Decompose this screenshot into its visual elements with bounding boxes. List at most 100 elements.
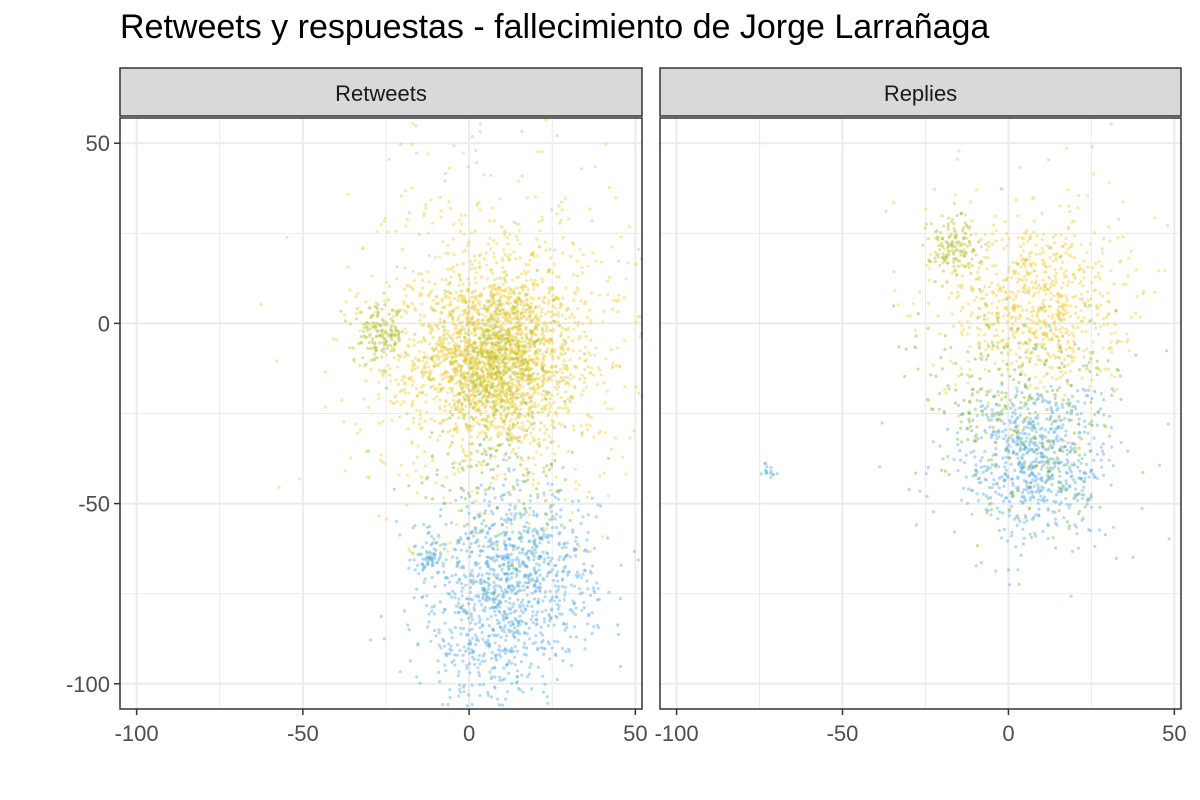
data-point-yellow [527,407,531,411]
data-point-yellow [418,292,422,296]
data-point-blue [462,690,466,694]
data-point-yellow [530,319,535,323]
data-point-yellow [433,387,437,391]
data-point-yellow [924,207,928,211]
data-point-yellow [490,383,494,387]
data-point-olive [480,383,484,387]
data-point-blue [426,531,430,535]
data-point-yellow [259,302,263,306]
data-point-green [398,533,402,537]
data-point-olive [439,387,443,391]
data-point-green [531,552,535,556]
data-point-yellow [610,245,614,249]
data-point-yellow [488,284,492,288]
data-point-yellow [478,327,482,331]
data-point-blue [596,586,600,591]
data-point-blue [541,599,545,603]
data-point-olive [509,350,513,354]
data-point-yellow [523,284,527,288]
data-point-yellow [444,370,448,374]
data-point-olive [378,333,382,338]
data-point-yellow [453,382,458,386]
data-point-blue [462,524,466,528]
data-point-blue [574,539,578,543]
data-point-yellow [491,293,495,297]
data-point-yellow [602,381,606,385]
data-point-blue [535,576,539,580]
data-point-blue [453,611,457,615]
data-point-blue [555,615,559,620]
data-point-olive [532,371,536,375]
data-point-yellow [516,295,520,299]
data-point-blue [474,528,478,532]
data-point-yellow [550,366,554,370]
data-point-yellow [423,363,427,367]
data-point-yellow [543,393,547,397]
data-point-yellow [528,329,533,334]
data-point-yellow [419,427,423,431]
data-point-yellow [960,263,964,267]
data-point-blue [474,563,478,567]
data-point-yellow [969,200,973,204]
data-point-blue [523,630,527,634]
data-point-blue [540,610,544,614]
data-point-olive [527,412,531,416]
data-point-olive [389,349,393,353]
data-point-blue [402,609,407,613]
data-point-yellow [521,311,526,315]
data-point-blue [469,542,473,546]
data-point-blue [497,703,502,707]
data-point-blue [469,621,473,625]
data-point-yellow [465,359,469,364]
data-point-yellow [524,357,528,361]
data-point-yellow [540,218,545,222]
data-point-yellow [453,460,457,465]
data-point-yellow [445,357,449,361]
data-point-yellow [508,402,513,406]
data-point-blue [494,597,498,601]
data-point-yellow [449,291,453,296]
data-point-blue [490,667,494,671]
data-point-green [480,471,484,475]
data-point-yellow [428,371,432,375]
data-point-green [494,449,498,453]
data-point-yellow [547,291,551,295]
data-point-yellow [1129,249,1133,253]
data-point-yellow [500,312,504,316]
data-point-yellow [482,361,486,365]
data-point-olive [540,407,544,411]
data-point-yellow [297,477,302,481]
data-point-yellow [465,379,469,383]
data-point-yellow [523,367,527,371]
data-point-yellow [507,386,511,390]
data-point-yellow [323,370,327,374]
data-point-yellow [545,446,549,450]
data-point-blue [560,647,565,651]
data-point-grey [511,393,515,397]
data-point-yellow [953,193,957,197]
data-point-yellow [469,360,473,364]
data-point-yellow [503,295,507,299]
data-point-yellow [480,418,484,422]
data-point-yellow [466,395,470,399]
data-point-yellow [1032,230,1036,234]
data-point-yellow [468,377,472,382]
data-point-yellow [487,368,491,372]
data-point-yellow [486,300,490,304]
data-point-yellow [436,323,440,328]
data-point-yellow [364,449,368,453]
data-point-yellow [531,395,535,399]
data-point-blue [562,541,567,545]
data-point-blue [595,581,599,585]
data-point-yellow [503,231,507,235]
data-point-yellow [529,338,533,342]
data-point-yellow [544,370,548,374]
data-point-yellow [442,418,446,423]
data-point-yellow [510,404,514,408]
data-point-olive [380,317,384,321]
data-point-yellow [491,206,495,210]
data-point-yellow [526,303,530,308]
data-point-yellow [537,403,541,407]
data-point-yellow [1116,236,1120,240]
data-point-yellow [540,361,544,366]
